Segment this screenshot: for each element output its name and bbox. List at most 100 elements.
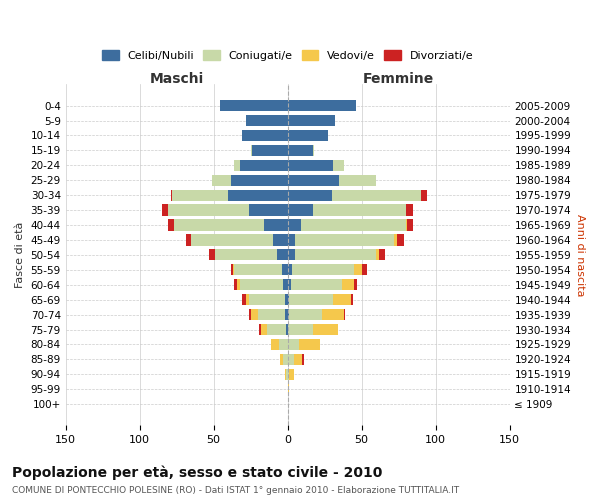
Bar: [235, 264, 281, 276]
Bar: [407, 220, 413, 230]
Bar: [287, 174, 340, 186]
Bar: [229, 190, 287, 201]
Bar: [283, 279, 287, 290]
Bar: [246, 115, 287, 126]
Bar: [313, 145, 314, 156]
Bar: [252, 145, 287, 156]
Bar: [251, 145, 252, 156]
Bar: [242, 130, 287, 141]
Bar: [322, 309, 344, 320]
Bar: [235, 279, 237, 290]
Bar: [215, 250, 277, 260]
Bar: [287, 115, 335, 126]
Bar: [246, 294, 249, 306]
Text: Popolazione per età, sesso e stato civile - 2010: Popolazione per età, sesso e stato civil…: [12, 466, 382, 480]
Bar: [287, 354, 293, 365]
Bar: [406, 204, 413, 216]
Bar: [376, 250, 379, 260]
Text: Femmine: Femmine: [363, 72, 434, 86]
Bar: [289, 368, 293, 380]
Text: COMUNE DI PONTECCHIO POLESINE (RO) - Dati ISTAT 1° gennaio 2010 - Elaborazione T: COMUNE DI PONTECCHIO POLESINE (RO) - Dat…: [12, 486, 459, 495]
Bar: [379, 250, 385, 260]
Bar: [344, 309, 345, 320]
Bar: [283, 354, 287, 365]
Bar: [287, 190, 332, 201]
Bar: [251, 309, 258, 320]
Legend: Celibi/Nubili, Coniugati/e, Vedovi/e, Divorziati/e: Celibi/Nubili, Coniugati/e, Vedovi/e, Di…: [98, 46, 478, 66]
Bar: [299, 339, 320, 350]
Y-axis label: Fasce di età: Fasce di età: [15, 222, 25, 288]
Bar: [354, 279, 357, 290]
Bar: [397, 234, 404, 246]
Bar: [287, 279, 290, 290]
Bar: [284, 309, 287, 320]
Bar: [287, 160, 334, 171]
Bar: [261, 324, 267, 335]
Bar: [279, 339, 287, 350]
Bar: [287, 220, 301, 230]
Bar: [287, 250, 295, 260]
Bar: [281, 264, 287, 276]
Bar: [289, 309, 322, 320]
Bar: [287, 294, 289, 306]
Bar: [232, 174, 287, 186]
Bar: [293, 354, 302, 365]
Bar: [185, 234, 191, 246]
Bar: [287, 130, 328, 141]
Bar: [287, 204, 313, 216]
Bar: [240, 160, 287, 171]
Bar: [362, 264, 367, 276]
Bar: [258, 309, 284, 320]
Bar: [267, 324, 286, 335]
Bar: [334, 294, 351, 306]
Bar: [351, 294, 353, 306]
Bar: [212, 174, 232, 186]
Bar: [277, 250, 287, 260]
Bar: [287, 100, 356, 111]
Bar: [249, 204, 287, 216]
Bar: [191, 234, 273, 246]
Bar: [334, 160, 344, 171]
Bar: [280, 354, 283, 365]
Bar: [168, 204, 249, 216]
Bar: [220, 100, 287, 111]
Bar: [406, 220, 407, 230]
Bar: [354, 264, 362, 276]
Bar: [259, 324, 261, 335]
Bar: [264, 220, 287, 230]
Bar: [287, 384, 289, 395]
Bar: [313, 324, 338, 335]
Bar: [289, 294, 334, 306]
Bar: [249, 309, 251, 320]
Bar: [232, 264, 233, 276]
Bar: [273, 234, 287, 246]
Bar: [168, 220, 173, 230]
Bar: [340, 174, 376, 186]
Bar: [286, 368, 287, 380]
Bar: [235, 160, 240, 171]
Bar: [301, 220, 406, 230]
Bar: [172, 190, 229, 201]
Bar: [284, 368, 286, 380]
Bar: [287, 339, 299, 350]
Bar: [332, 190, 421, 201]
Bar: [162, 204, 168, 216]
Bar: [394, 234, 397, 246]
Bar: [287, 309, 289, 320]
Bar: [249, 294, 284, 306]
Bar: [237, 279, 240, 290]
Bar: [286, 324, 287, 335]
Bar: [287, 234, 295, 246]
Bar: [287, 324, 313, 335]
Bar: [313, 204, 406, 216]
Bar: [284, 294, 287, 306]
Bar: [343, 279, 354, 290]
Bar: [240, 279, 283, 290]
Y-axis label: Anni di nascita: Anni di nascita: [575, 214, 585, 296]
Bar: [242, 294, 246, 306]
Bar: [209, 250, 215, 260]
Bar: [287, 145, 313, 156]
Bar: [295, 234, 394, 246]
Text: Maschi: Maschi: [149, 72, 204, 86]
Bar: [292, 264, 354, 276]
